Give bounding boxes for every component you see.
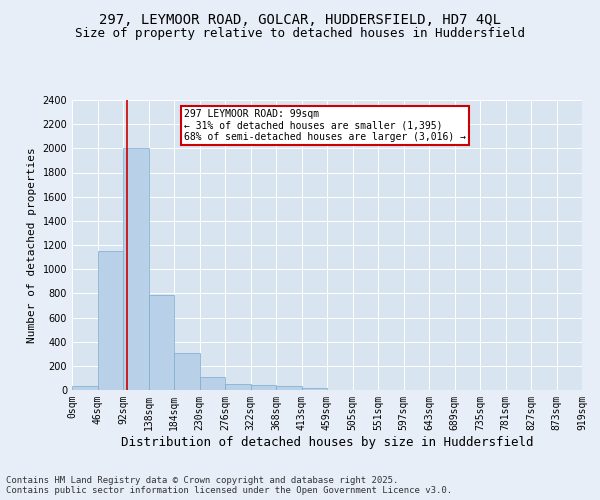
Text: 297, LEYMOOR ROAD, GOLCAR, HUDDERSFIELD, HD7 4QL: 297, LEYMOOR ROAD, GOLCAR, HUDDERSFIELD,…: [99, 12, 501, 26]
Text: Contains HM Land Registry data © Crown copyright and database right 2025.
Contai: Contains HM Land Registry data © Crown c…: [6, 476, 452, 495]
Bar: [302, 388, 327, 390]
Text: Size of property relative to detached houses in Huddersfield: Size of property relative to detached ho…: [75, 28, 525, 40]
Bar: [174, 353, 199, 390]
Text: 297 LEYMOOR ROAD: 99sqm
← 31% of detached houses are smaller (1,395)
68% of semi: 297 LEYMOOR ROAD: 99sqm ← 31% of detache…: [184, 108, 466, 142]
Bar: [199, 376, 225, 390]
X-axis label: Distribution of detached houses by size in Huddersfield: Distribution of detached houses by size …: [121, 436, 533, 448]
Bar: [225, 384, 251, 390]
Bar: [251, 384, 276, 390]
Bar: [123, 148, 149, 390]
Bar: [97, 251, 123, 390]
Y-axis label: Number of detached properties: Number of detached properties: [27, 147, 37, 343]
Bar: [276, 386, 302, 390]
Bar: [149, 294, 174, 390]
Bar: [72, 386, 97, 390]
